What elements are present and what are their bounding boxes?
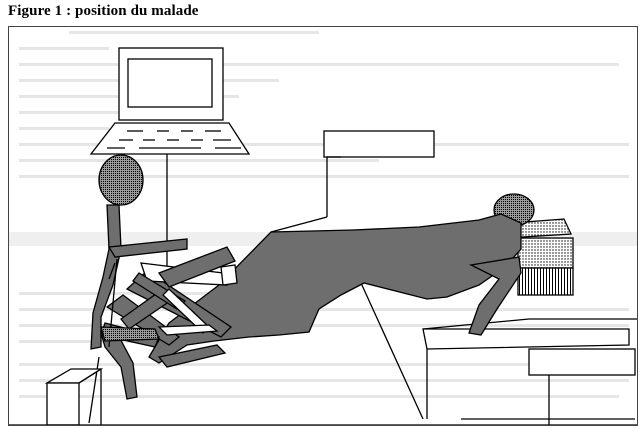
bleed-through-line: [19, 127, 109, 130]
patient-leg-lower: [100, 332, 138, 400]
laptop-screen: [118, 47, 224, 121]
laptop-keyboard: [89, 122, 251, 155]
bleed-through-line: [19, 363, 629, 366]
bleed-through-line: [19, 395, 619, 398]
patient-foot-shadow: [100, 326, 160, 342]
bleed-through-line: [69, 31, 319, 34]
bleed-through-line: [19, 308, 629, 311]
stool: [44, 368, 104, 425]
patient-foot: [157, 324, 219, 336]
figure-frame: [8, 26, 638, 426]
patient-position-diagram: [9, 47, 637, 425]
patient-leg-upper: [90, 204, 122, 350]
bed-frame: [270, 156, 637, 425]
bleed-through-line: [19, 111, 159, 114]
bleed-through-line: [19, 159, 379, 162]
patient-arm: [468, 256, 522, 336]
patient-body: [148, 213, 522, 364]
bleed-through-line: [19, 379, 629, 382]
handheld-device: [220, 264, 238, 286]
bleed-through-line: [19, 175, 629, 178]
bleed-through-line: [19, 63, 619, 66]
figure-title: Figure 1 : position du malade: [8, 3, 199, 19]
bleed-through-line: [19, 324, 629, 327]
patient-head: [98, 154, 144, 206]
bleed-through-line: [19, 47, 109, 50]
